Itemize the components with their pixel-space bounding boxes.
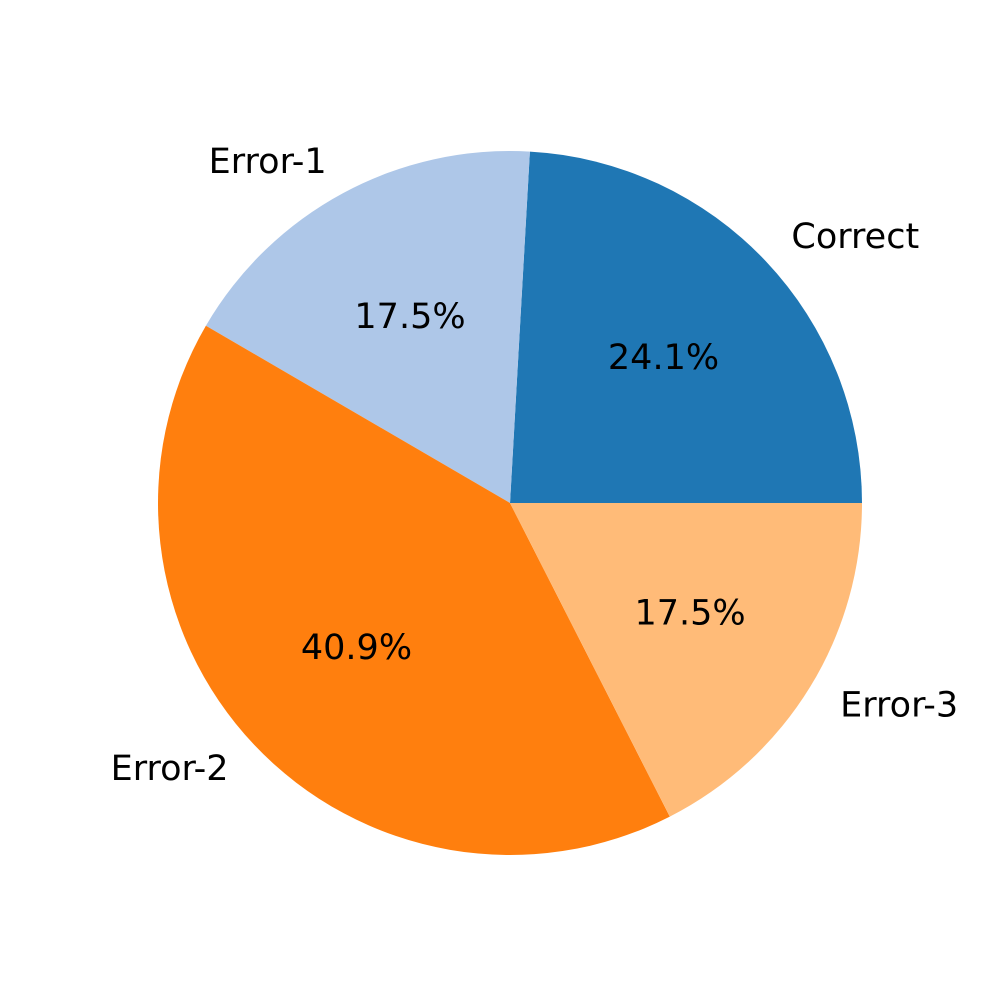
pie-slice-error-3 [510, 503, 862, 817]
percent-label-correct: 24.1% [608, 338, 719, 378]
pie-slices [158, 151, 862, 856]
category-label-error-1: Error-1 [209, 142, 327, 182]
category-label-error-2: Error-2 [111, 749, 229, 789]
percent-label-error-1: 17.5% [354, 297, 465, 337]
category-label-error-3: Error-3 [840, 685, 958, 725]
pie-labels: 24.1% Correct 17.5% Error-1 40.9% Error-2 17.5… [111, 142, 959, 789]
percent-label-error-2: 40.9% [301, 628, 412, 668]
pie-slice-error-1 [205, 151, 530, 504]
pie-slice-error-2 [158, 325, 670, 856]
category-label-correct: Correct [791, 217, 919, 257]
pie-slice-correct [510, 151, 862, 503]
percent-label-error-3: 17.5% [634, 593, 745, 633]
